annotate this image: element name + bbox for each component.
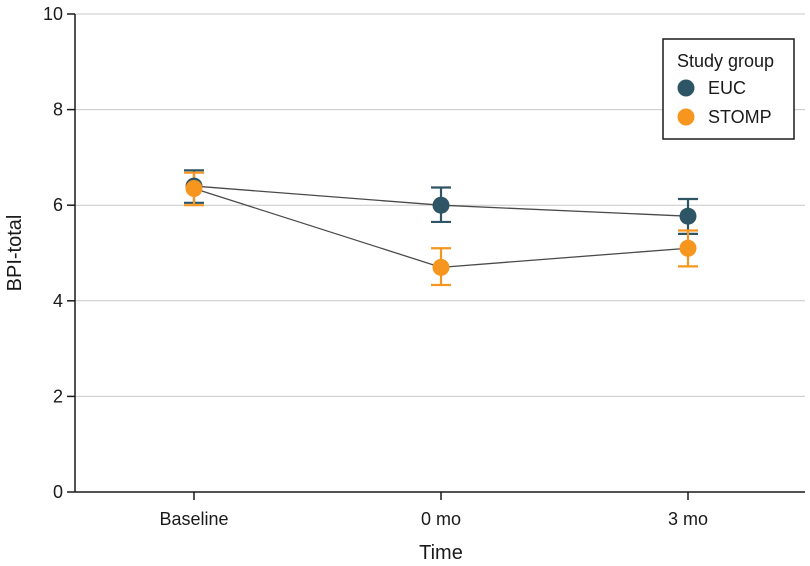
y-tick-label: 6 <box>53 195 63 215</box>
x-axis-title: Time <box>419 542 463 564</box>
y-tick-label: 0 <box>53 482 63 502</box>
data-point-euc <box>679 207 697 225</box>
legend-title: Study group <box>677 51 774 71</box>
legend-marker-stomp <box>677 108 695 126</box>
x-tick-label: Baseline <box>159 509 228 529</box>
legend: Study group EUC STOMP <box>662 38 795 140</box>
data-point-stomp <box>679 239 697 257</box>
data-point-euc <box>432 196 450 214</box>
y-tick-label: 4 <box>53 291 63 311</box>
legend-label-euc: EUC <box>708 78 746 98</box>
y-ticks: 0 2 4 6 8 10 <box>43 4 75 502</box>
legend-items: EUC STOMP <box>677 78 772 127</box>
y-axis-title: BPI-total <box>4 215 26 292</box>
y-tick-label: 10 <box>43 4 63 24</box>
legend-marker-euc <box>677 79 695 97</box>
y-tick-label: 2 <box>53 386 63 406</box>
x-tick-label: 3 mo <box>668 509 708 529</box>
data-point-stomp <box>432 258 450 276</box>
x-ticks: Baseline 0 mo 3 mo <box>159 492 708 529</box>
data-point-stomp <box>185 179 203 197</box>
legend-label-stomp: STOMP <box>708 107 772 127</box>
axes <box>74 14 805 493</box>
y-tick-label: 8 <box>53 100 63 120</box>
data-points <box>185 177 697 276</box>
x-tick-label: 0 mo <box>421 509 461 529</box>
